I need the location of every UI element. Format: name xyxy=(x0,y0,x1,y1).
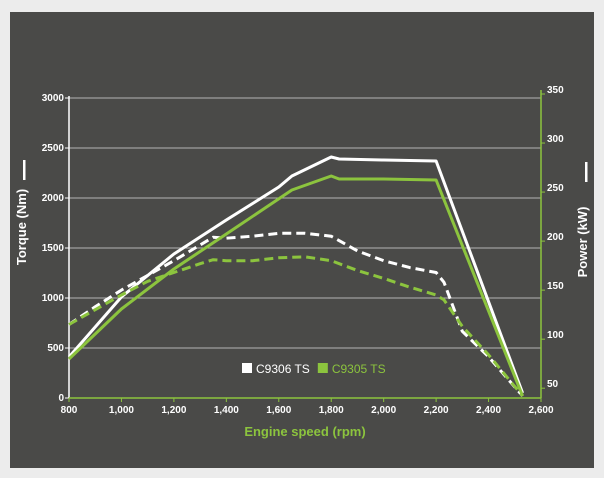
chart-panel: 0 500 1000 1500 2000 2500 3000 50 100 150 200 250 30… xyxy=(10,12,594,468)
series-power-line xyxy=(68,231,524,397)
y2-tick-label: 250 xyxy=(547,183,564,194)
y2-tick-label: 100 xyxy=(547,330,564,341)
legend-swatch xyxy=(242,363,252,373)
x-tick-label: 1,800 xyxy=(319,405,344,416)
x-tick-label: 1,600 xyxy=(266,405,291,416)
x-tick-label: 1,200 xyxy=(161,405,186,416)
legend-label: C9306 TS xyxy=(256,362,310,376)
legend-label: C9305 TS xyxy=(332,362,386,376)
series-torque-line xyxy=(67,174,524,397)
legend-swatch xyxy=(317,363,328,373)
torque-power-chart: 0 500 1000 1500 2000 2500 3000 50 100 150 200 250 30… xyxy=(14,85,590,439)
x-tick-label: 800 xyxy=(61,405,78,416)
y-tick-label: 500 xyxy=(47,343,64,354)
y-axis-title-marker xyxy=(23,160,26,180)
y2-tick-label: 350 xyxy=(547,85,564,96)
y2-axis-title-marker xyxy=(585,162,588,182)
y-tick-label: 0 xyxy=(58,393,64,404)
y2-axis-title: Power (kW) xyxy=(575,207,590,278)
y-tick-label: 1000 xyxy=(42,293,65,304)
y-axis-title: Torque (Nm) xyxy=(14,189,29,265)
x-tick-label: 1,000 xyxy=(109,405,134,416)
y2-tick-label: 200 xyxy=(547,232,564,243)
y-tick-label: 2000 xyxy=(42,193,65,204)
x-tick-label: 2,200 xyxy=(424,405,449,416)
y2-tick-label: 50 xyxy=(547,379,559,390)
y-tick-label: 3000 xyxy=(42,93,65,104)
x-tick-label: 2,400 xyxy=(476,405,501,416)
y2-tick-label: 300 xyxy=(547,134,564,145)
y2-tick-label: 150 xyxy=(547,281,564,292)
x-axis-title: Engine speed (rpm) xyxy=(244,424,365,439)
y-tick-label: 2500 xyxy=(42,143,65,154)
x-tick-label: 1,400 xyxy=(214,405,239,416)
x-tick-label: 2,600 xyxy=(528,405,553,416)
series-power-line xyxy=(68,255,524,397)
series-torque-line xyxy=(67,155,525,394)
y-tick-label: 1500 xyxy=(42,243,65,254)
x-tick-label: 2,000 xyxy=(371,405,396,416)
